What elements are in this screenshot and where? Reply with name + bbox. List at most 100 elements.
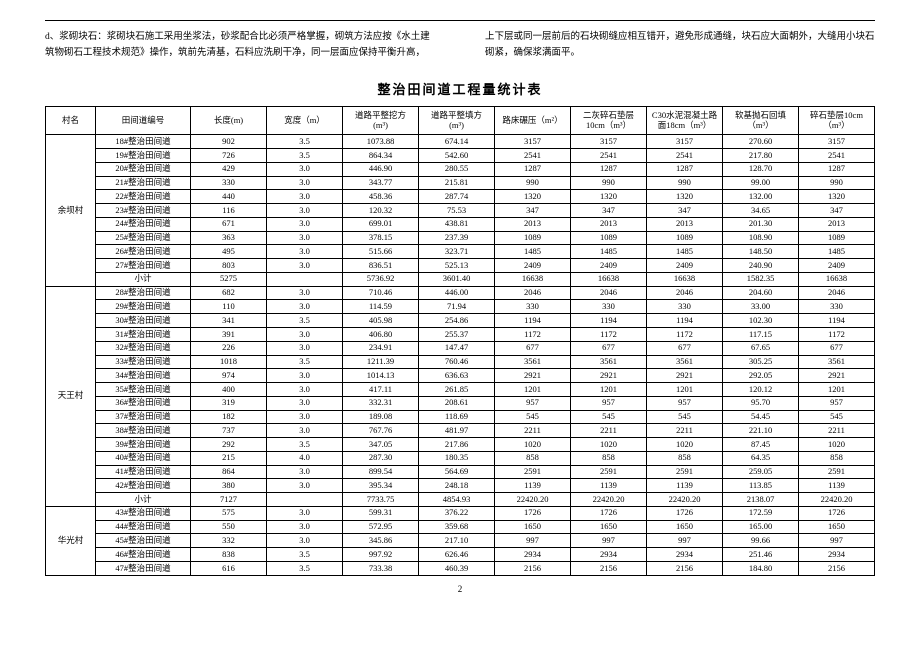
column-header: 田间道编号	[96, 107, 191, 135]
data-cell: 3.5	[267, 562, 343, 576]
data-cell: 217.10	[419, 534, 495, 548]
data-cell: 3.0	[267, 204, 343, 218]
village-cell: 华光村	[46, 506, 96, 575]
subtotal-cell: 1582.35	[723, 272, 799, 286]
data-cell: 226	[191, 341, 267, 355]
data-cell: 1287	[495, 162, 571, 176]
data-cell: 3.0	[267, 300, 343, 314]
data-cell: 280.55	[419, 162, 495, 176]
data-cell: 378.15	[343, 231, 419, 245]
data-cell: 330	[495, 300, 571, 314]
data-cell: 29#整治田间道	[96, 300, 191, 314]
data-cell: 234.91	[343, 341, 419, 355]
data-cell: 3.0	[267, 341, 343, 355]
data-cell: 864	[191, 465, 267, 479]
data-cell: 3.0	[267, 465, 343, 479]
data-cell: 184.80	[723, 562, 799, 576]
data-cell: 677	[647, 341, 723, 355]
table-header-row: 村名田间道编号长度(m)宽度（m）道路平整挖方(m³)道路平整填方(m³)路床碾…	[46, 107, 875, 135]
data-cell: 110	[191, 300, 267, 314]
data-cell: 550	[191, 520, 267, 534]
subtotal-cell	[267, 493, 343, 507]
data-cell: 2921	[647, 369, 723, 383]
data-cell: 1320	[647, 190, 723, 204]
data-cell: 87.45	[723, 438, 799, 452]
data-cell: 2921	[799, 369, 875, 383]
subtotal-row: 小计71277733.754854.9322420.2022420.202242…	[46, 493, 875, 507]
data-cell: 1194	[495, 314, 571, 328]
data-cell: 3.0	[267, 245, 343, 259]
subtotal-cell: 5736.92	[343, 272, 419, 286]
data-cell: 2591	[647, 465, 723, 479]
subtotal-cell: 16638	[647, 272, 723, 286]
data-cell: 737	[191, 424, 267, 438]
table-row: 27#整治田间道8033.0836.51525.1324092409240924…	[46, 259, 875, 273]
data-cell: 733.38	[343, 562, 419, 576]
data-cell: 2541	[647, 149, 723, 163]
data-cell: 3.0	[267, 520, 343, 534]
data-cell: 1139	[495, 479, 571, 493]
data-cell: 2046	[571, 286, 647, 300]
table-row: 天王村28#整治田间道6823.0710.46446.0020462046204…	[46, 286, 875, 300]
data-cell: 99.66	[723, 534, 799, 548]
data-cell: 305.25	[723, 355, 799, 369]
data-cell: 677	[799, 341, 875, 355]
data-cell: 2591	[799, 465, 875, 479]
data-cell: 23#整治田间道	[96, 204, 191, 218]
note-right: 上下层或同一层前后的石块砌缝应相互错开，避免形成通缝，块石应大面朝外，大缝用小块…	[485, 29, 875, 61]
data-cell: 120.12	[723, 383, 799, 397]
data-cell: 95.70	[723, 396, 799, 410]
data-cell: 37#整治田间道	[96, 410, 191, 424]
data-cell: 1320	[799, 190, 875, 204]
data-cell: 990	[647, 176, 723, 190]
data-cell: 217.80	[723, 149, 799, 163]
data-cell: 974	[191, 369, 267, 383]
data-cell: 458.36	[343, 190, 419, 204]
data-cell: 1089	[647, 231, 723, 245]
data-cell: 417.11	[343, 383, 419, 397]
data-cell: 3.0	[267, 231, 343, 245]
data-cell: 330	[571, 300, 647, 314]
data-cell: 902	[191, 135, 267, 149]
data-cell: 347	[647, 204, 723, 218]
data-cell: 113.85	[723, 479, 799, 493]
data-cell: 542.60	[419, 149, 495, 163]
data-cell: 699.01	[343, 217, 419, 231]
table-row: 38#整治田间道7373.0767.76481.9722112211221122…	[46, 424, 875, 438]
table-row: 21#整治田间道3303.0343.77215.8199099099099.00…	[46, 176, 875, 190]
data-cell: 343.77	[343, 176, 419, 190]
data-cell: 3.0	[267, 396, 343, 410]
data-cell: 429	[191, 162, 267, 176]
subtotal-row: 小计52755736.923601.401663816638166381582.…	[46, 272, 875, 286]
data-cell: 3.5	[267, 438, 343, 452]
table-row: 47#整治田间道6163.5733.38460.3921562156215618…	[46, 562, 875, 576]
village-cell: 余坝村	[46, 135, 96, 286]
data-cell: 997	[799, 534, 875, 548]
data-cell: 2156	[799, 562, 875, 576]
data-cell: 292.05	[723, 369, 799, 383]
subtotal-cell: 2138.07	[723, 493, 799, 507]
subtotal-cell: 7127	[191, 493, 267, 507]
data-cell: 182	[191, 410, 267, 424]
data-cell: 20#整治田间道	[96, 162, 191, 176]
data-cell: 332.31	[343, 396, 419, 410]
data-cell: 899.54	[343, 465, 419, 479]
data-cell: 28#整治田间道	[96, 286, 191, 300]
data-cell: 2046	[647, 286, 723, 300]
data-cell: 858	[495, 451, 571, 465]
data-cell: 481.97	[419, 424, 495, 438]
data-cell: 345.86	[343, 534, 419, 548]
data-cell: 287.74	[419, 190, 495, 204]
data-cell: 261.85	[419, 383, 495, 397]
data-cell: 3157	[571, 135, 647, 149]
data-cell: 347	[571, 204, 647, 218]
data-cell: 1287	[571, 162, 647, 176]
data-cell: 3.5	[267, 548, 343, 562]
data-cell: 1139	[571, 479, 647, 493]
data-cell: 1650	[571, 520, 647, 534]
data-cell: 32#整治田间道	[96, 341, 191, 355]
table-row: 29#整治田间道1103.0114.5971.9433033033033.003…	[46, 300, 875, 314]
column-header: 碎石垫层10cm（m³）	[799, 107, 875, 135]
data-cell: 2934	[495, 548, 571, 562]
data-cell: 71.94	[419, 300, 495, 314]
